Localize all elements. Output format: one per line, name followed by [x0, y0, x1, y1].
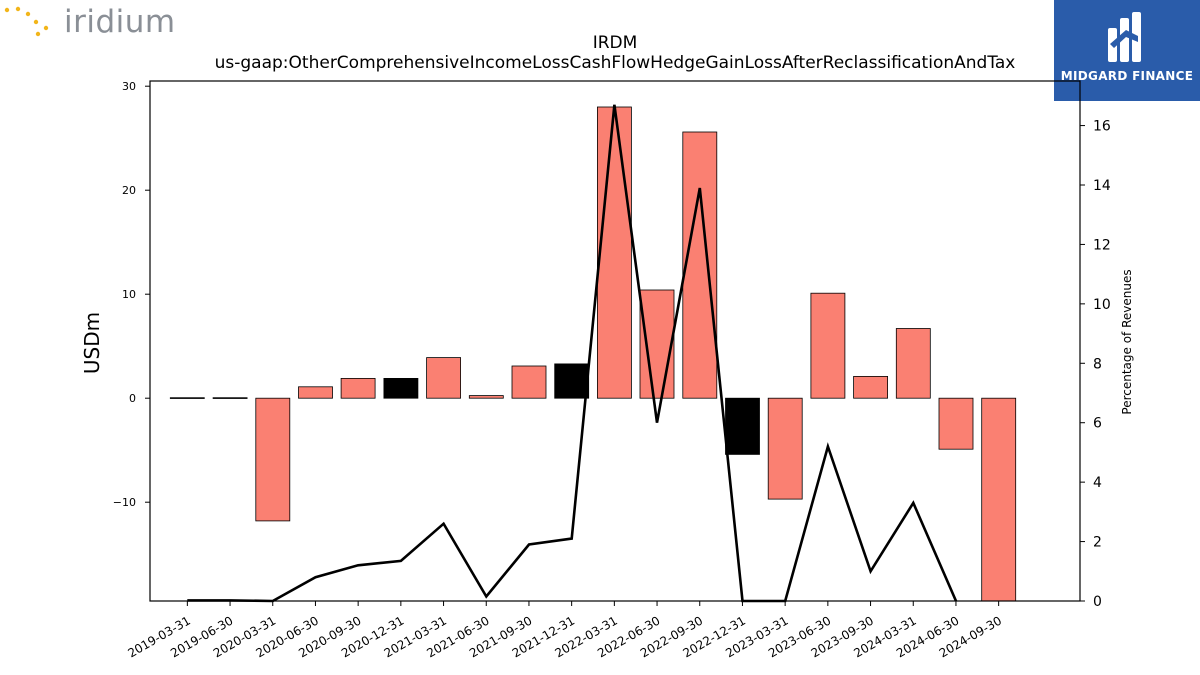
- bar-2021-09-30: [511, 365, 547, 399]
- y-tick-label: 10: [122, 288, 136, 301]
- bar-2023-06-30: [810, 292, 846, 399]
- iridium-dots-icon: [4, 6, 49, 37]
- y2-tick-label: 12: [1093, 237, 1111, 253]
- bar-2022-12-31: [725, 397, 760, 455]
- y-axis-label: USDm: [80, 312, 104, 374]
- y-tick-label: 30: [122, 80, 136, 93]
- bar-2020-09-30: [340, 377, 376, 399]
- y2-tick-label: 16: [1093, 119, 1111, 135]
- midgard-wordmark: MIDGARD FINANCE: [1060, 69, 1194, 83]
- y2-tick-label: 2: [1093, 535, 1102, 551]
- midgard-finance-logo: MIDGARD FINANCE: [1054, 0, 1200, 101]
- midgard-emblem-icon: [1108, 12, 1141, 62]
- bar-2023-09-30: [853, 375, 888, 399]
- chart-subtitle: us-gaap:OtherComprehensiveIncomeLossCash…: [215, 53, 1016, 73]
- bar-2024-03-31: [895, 328, 931, 399]
- y2-tick-label: 8: [1093, 356, 1102, 372]
- bar-2021-03-31: [426, 357, 462, 399]
- bar-2022-06-30: [639, 289, 675, 399]
- y2-tick-label: 0: [1093, 594, 1102, 610]
- bar-2022-03-31: [597, 106, 632, 399]
- bar-2022-09-30: [682, 131, 718, 399]
- y2-axis-label: Percentage of Revenues: [1120, 269, 1134, 414]
- y2-tick-label: 6: [1093, 416, 1102, 432]
- revenue-percentage-line: [187, 104, 958, 603]
- y2-tick-label: 14: [1093, 178, 1111, 194]
- y-tick-label: 0: [129, 392, 136, 405]
- y-tick-label: −10: [113, 496, 136, 509]
- bar-2024-09-30: [981, 397, 1017, 602]
- bar-2024-06-30: [938, 397, 974, 450]
- bar-2023-03-31: [767, 397, 803, 500]
- bar-2020-06-30: [298, 386, 333, 399]
- iridium-wordmark: iridium: [64, 4, 176, 40]
- bar-2020-03-31: [255, 397, 291, 522]
- bar-2020-12-31: [383, 377, 419, 399]
- bar-2021-12-31: [554, 363, 590, 399]
- y2-tick-label: 10: [1093, 297, 1111, 313]
- y-tick-label: 20: [122, 184, 136, 197]
- bars-layer: [169, 106, 1017, 602]
- chart-title: IRDM: [593, 33, 638, 53]
- bar-2019-03-31: [169, 397, 205, 399]
- y2-tick-label: 4: [1093, 475, 1102, 491]
- iridium-logo: iridium: [0, 0, 200, 50]
- line-layer: [187, 104, 958, 603]
- plot-frame: [149, 80, 1081, 602]
- bar-2019-06-30: [212, 397, 248, 399]
- bar-2021-06-30: [468, 395, 504, 399]
